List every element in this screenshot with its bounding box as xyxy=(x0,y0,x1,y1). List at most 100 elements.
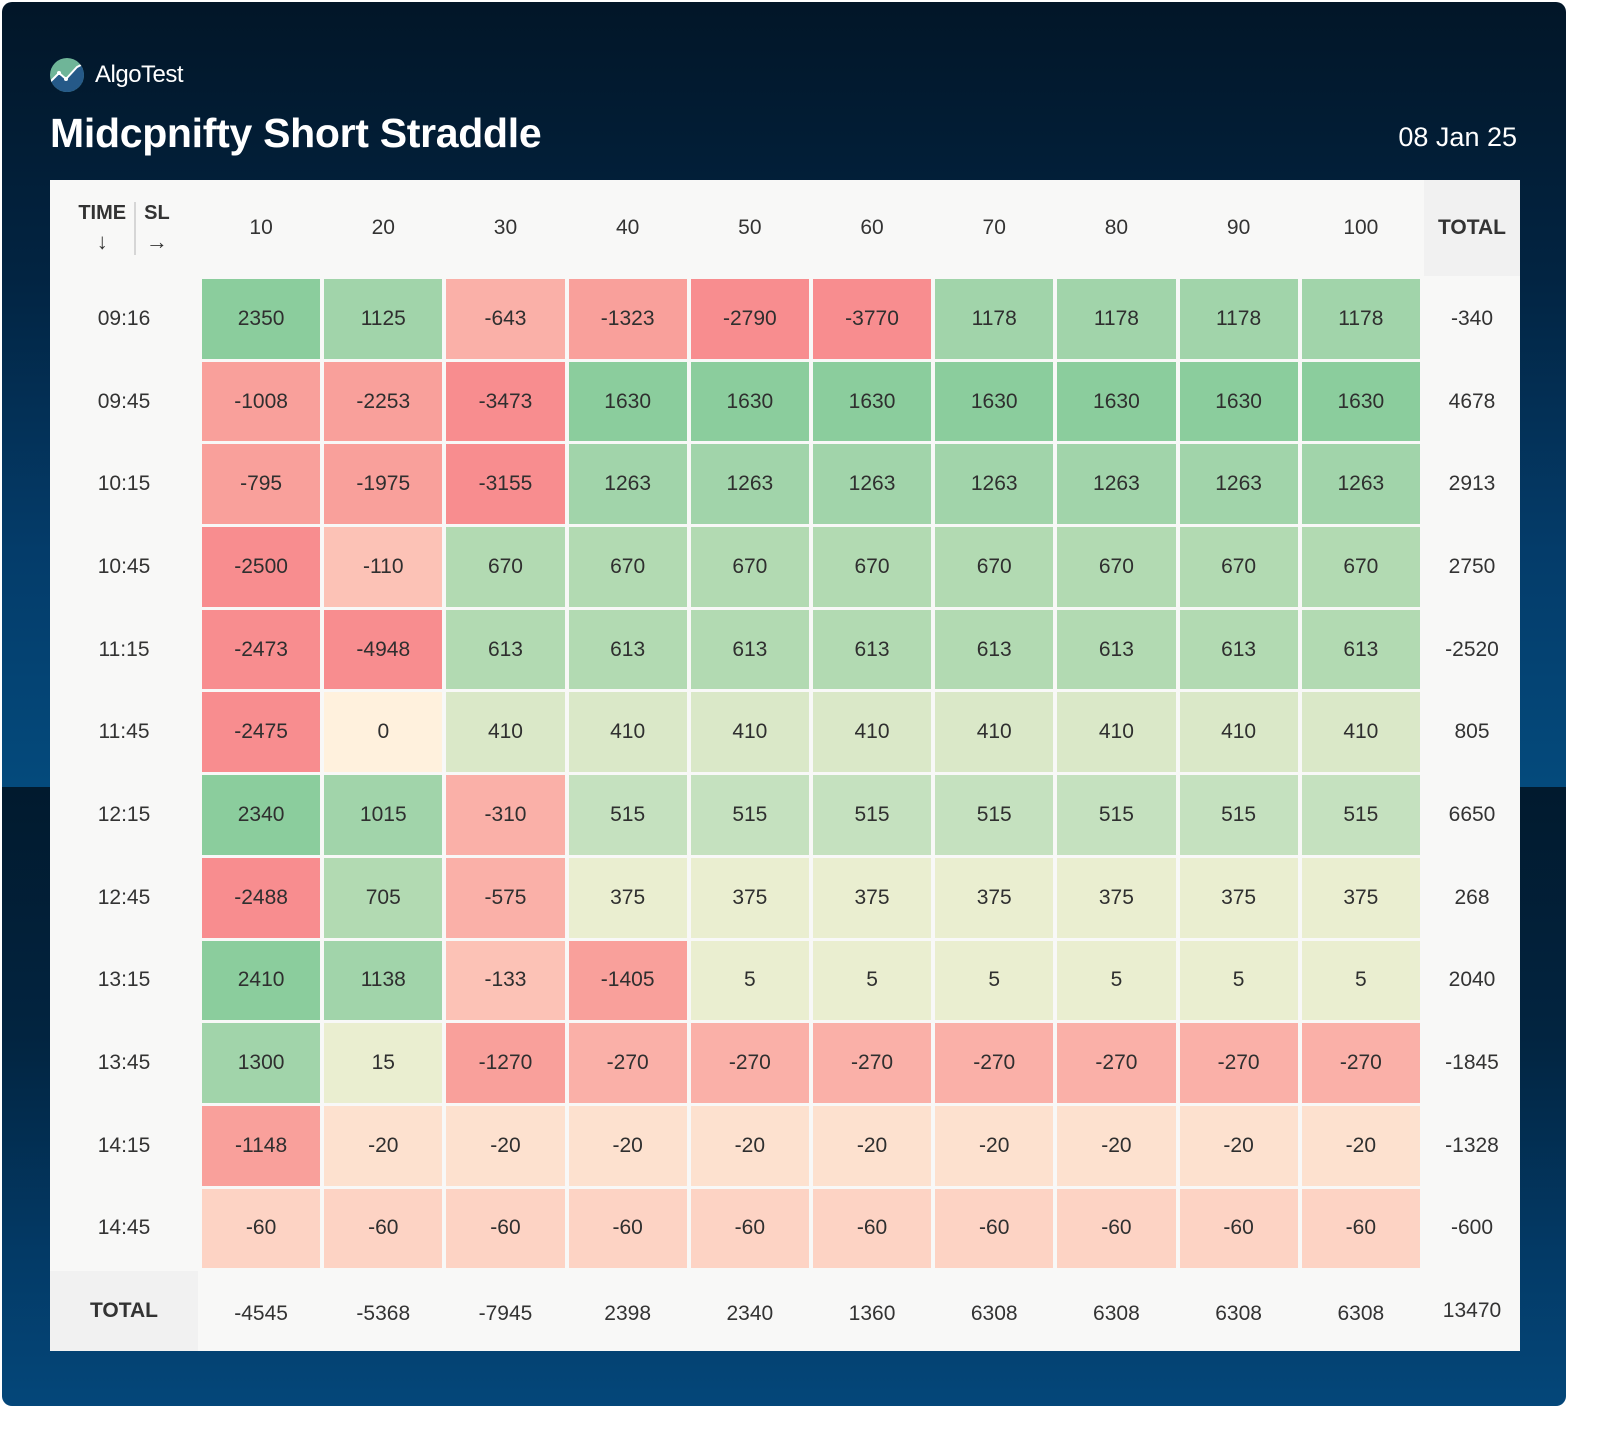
column-total: 6308 xyxy=(1301,1271,1420,1351)
pnl-cell: 613 xyxy=(1179,609,1298,690)
pnl-cell: 1138 xyxy=(324,940,443,1021)
pnl-cell: 375 xyxy=(1179,857,1298,938)
pnl-cell: 5 xyxy=(1179,940,1298,1021)
pnl-cell: 2340 xyxy=(202,775,321,855)
pnl-cell: 670 xyxy=(690,527,809,607)
pnl-cell: 410 xyxy=(812,692,932,773)
pnl-cell: 515 xyxy=(1301,775,1420,855)
row-time-label: 11:45 xyxy=(50,692,198,773)
pnl-cell: 375 xyxy=(812,857,932,938)
table-row: 14:45 -60 -60 -60 -60 -60 -60 -60 -60 -60 -60 -600 xyxy=(50,1188,1520,1269)
pnl-cell: 515 xyxy=(690,775,809,855)
totals-row-label: TOTAL xyxy=(50,1271,198,1351)
pnl-cell: 410 xyxy=(1057,692,1176,773)
pnl-cell: -20 xyxy=(690,1105,809,1186)
grand-total: 13470 xyxy=(1424,1271,1520,1351)
pnl-cell: -575 xyxy=(446,857,565,938)
pnl-cell: -643 xyxy=(446,279,565,359)
pnl-cell: 15 xyxy=(324,1023,443,1103)
table-row: 11:45 -2475 0 410 410 410 410 410 410 410 410 805 xyxy=(50,692,1520,773)
table-row: 13:15 2410 1138 -133 -1405 5 5 5 5 5 5 2040 xyxy=(50,940,1520,1021)
pnl-cell: -60 xyxy=(1301,1188,1420,1269)
pnl-cell: -20 xyxy=(568,1105,687,1186)
pnl-cell: -20 xyxy=(324,1105,443,1186)
pnl-cell: -60 xyxy=(324,1188,443,1269)
row-total: 2750 xyxy=(1424,527,1520,607)
pnl-cell: -2475 xyxy=(202,692,321,773)
pnl-cell: -2790 xyxy=(690,279,809,359)
table-row: 12:45 -2488 705 -575 375 375 375 375 375 375 375 26… xyxy=(50,857,1520,938)
row-time-label: 10:15 xyxy=(50,444,198,525)
column-total: 6308 xyxy=(935,1271,1054,1351)
pnl-cell: 1263 xyxy=(690,444,809,525)
row-total: -1328 xyxy=(1424,1105,1520,1186)
pnl-cell: 1015 xyxy=(324,775,443,855)
pnl-heatmap-table: TIME ↓ SL → 10 20 30 40 50 60 70 80 90 100 TOTAL 0… xyxy=(50,180,1520,1351)
row-time-label: 11:15 xyxy=(50,609,198,690)
column-total: -4545 xyxy=(202,1271,321,1351)
pnl-cell: -1405 xyxy=(568,940,687,1021)
pnl-cell: 2350 xyxy=(202,279,321,359)
row-time-label: 14:45 xyxy=(50,1188,198,1269)
pnl-cell: -2473 xyxy=(202,609,321,690)
pnl-cell: 515 xyxy=(1057,775,1176,855)
table-row: 10:15 -795 -1975 -3155 1263 1263 1263 1263 1263 1… xyxy=(50,444,1520,525)
pnl-cell: 1125 xyxy=(324,279,443,359)
pnl-cell: 410 xyxy=(446,692,565,773)
table-row: 09:45 -1008 -2253 -3473 1630 1630 1630 1630 1630… xyxy=(50,361,1520,442)
brand-name: AlgoTest xyxy=(95,61,184,88)
pnl-cell: 515 xyxy=(812,775,932,855)
pnl-cell: 1178 xyxy=(1179,279,1298,359)
row-time-label: 09:45 xyxy=(50,361,198,442)
pnl-cell: 2410 xyxy=(202,940,321,1021)
pnl-cell: 515 xyxy=(935,775,1054,855)
row-time-label: 09:16 xyxy=(50,279,198,359)
pnl-cell: -60 xyxy=(1179,1188,1298,1269)
row-time-label: 13:45 xyxy=(50,1023,198,1103)
pnl-cell: 410 xyxy=(1301,692,1420,773)
pnl-cell: -60 xyxy=(568,1188,687,1269)
column-header-sl-50: 50 xyxy=(690,180,809,276)
pnl-cell: -20 xyxy=(1179,1105,1298,1186)
pnl-cell: -20 xyxy=(446,1105,565,1186)
pnl-cell: 5 xyxy=(812,940,932,1021)
column-header-total: TOTAL xyxy=(1424,180,1520,276)
pnl-cell: -1148 xyxy=(202,1105,321,1186)
pnl-cell: 1263 xyxy=(568,444,687,525)
pnl-cell: -20 xyxy=(935,1105,1054,1186)
pnl-cell: -60 xyxy=(202,1188,321,1269)
pnl-cell: 515 xyxy=(1179,775,1298,855)
pnl-cell: -60 xyxy=(690,1188,809,1269)
pnl-cell: 670 xyxy=(568,527,687,607)
pnl-cell: -20 xyxy=(1057,1105,1176,1186)
pnl-cell: 515 xyxy=(568,775,687,855)
pnl-cell: -60 xyxy=(1057,1188,1176,1269)
pnl-cell: 5 xyxy=(1057,940,1176,1021)
row-time-label: 14:15 xyxy=(50,1105,198,1186)
pnl-cell: -270 xyxy=(1301,1023,1420,1103)
pnl-cell: 1178 xyxy=(935,279,1054,359)
row-time-label: 10:45 xyxy=(50,527,198,607)
pnl-cell: 613 xyxy=(812,609,932,690)
pnl-cell: 1178 xyxy=(1057,279,1176,359)
column-total: 6308 xyxy=(1057,1271,1176,1351)
pnl-cell: 5 xyxy=(1301,940,1420,1021)
pnl-cell: 613 xyxy=(446,609,565,690)
pnl-cell: -20 xyxy=(1301,1105,1420,1186)
pnl-cell: 375 xyxy=(690,857,809,938)
pnl-cell: 670 xyxy=(812,527,932,607)
header-row: TIME ↓ SL → 10 20 30 40 50 60 70 80 90 100 TOTAL xyxy=(50,180,1520,276)
table-row: 13:45 1300 15 -1270 -270 -270 -270 -270 -270 -270… xyxy=(50,1023,1520,1103)
axis-corner: TIME ↓ SL → xyxy=(50,180,198,276)
table-row: 12:15 2340 1015 -310 515 515 515 515 515 515 515 66… xyxy=(50,775,1520,855)
column-header-sl-40: 40 xyxy=(568,180,687,276)
column-header-sl-70: 70 xyxy=(935,180,1054,276)
row-time-label: 13:15 xyxy=(50,940,198,1021)
column-header-sl-80: 80 xyxy=(1057,180,1176,276)
column-header-sl-20: 20 xyxy=(324,180,443,276)
pnl-cell: -1975 xyxy=(324,444,443,525)
pnl-cell: 1263 xyxy=(935,444,1054,525)
pnl-cell: 375 xyxy=(1057,857,1176,938)
pnl-cell: -60 xyxy=(935,1188,1054,1269)
row-time-label: 12:45 xyxy=(50,857,198,938)
